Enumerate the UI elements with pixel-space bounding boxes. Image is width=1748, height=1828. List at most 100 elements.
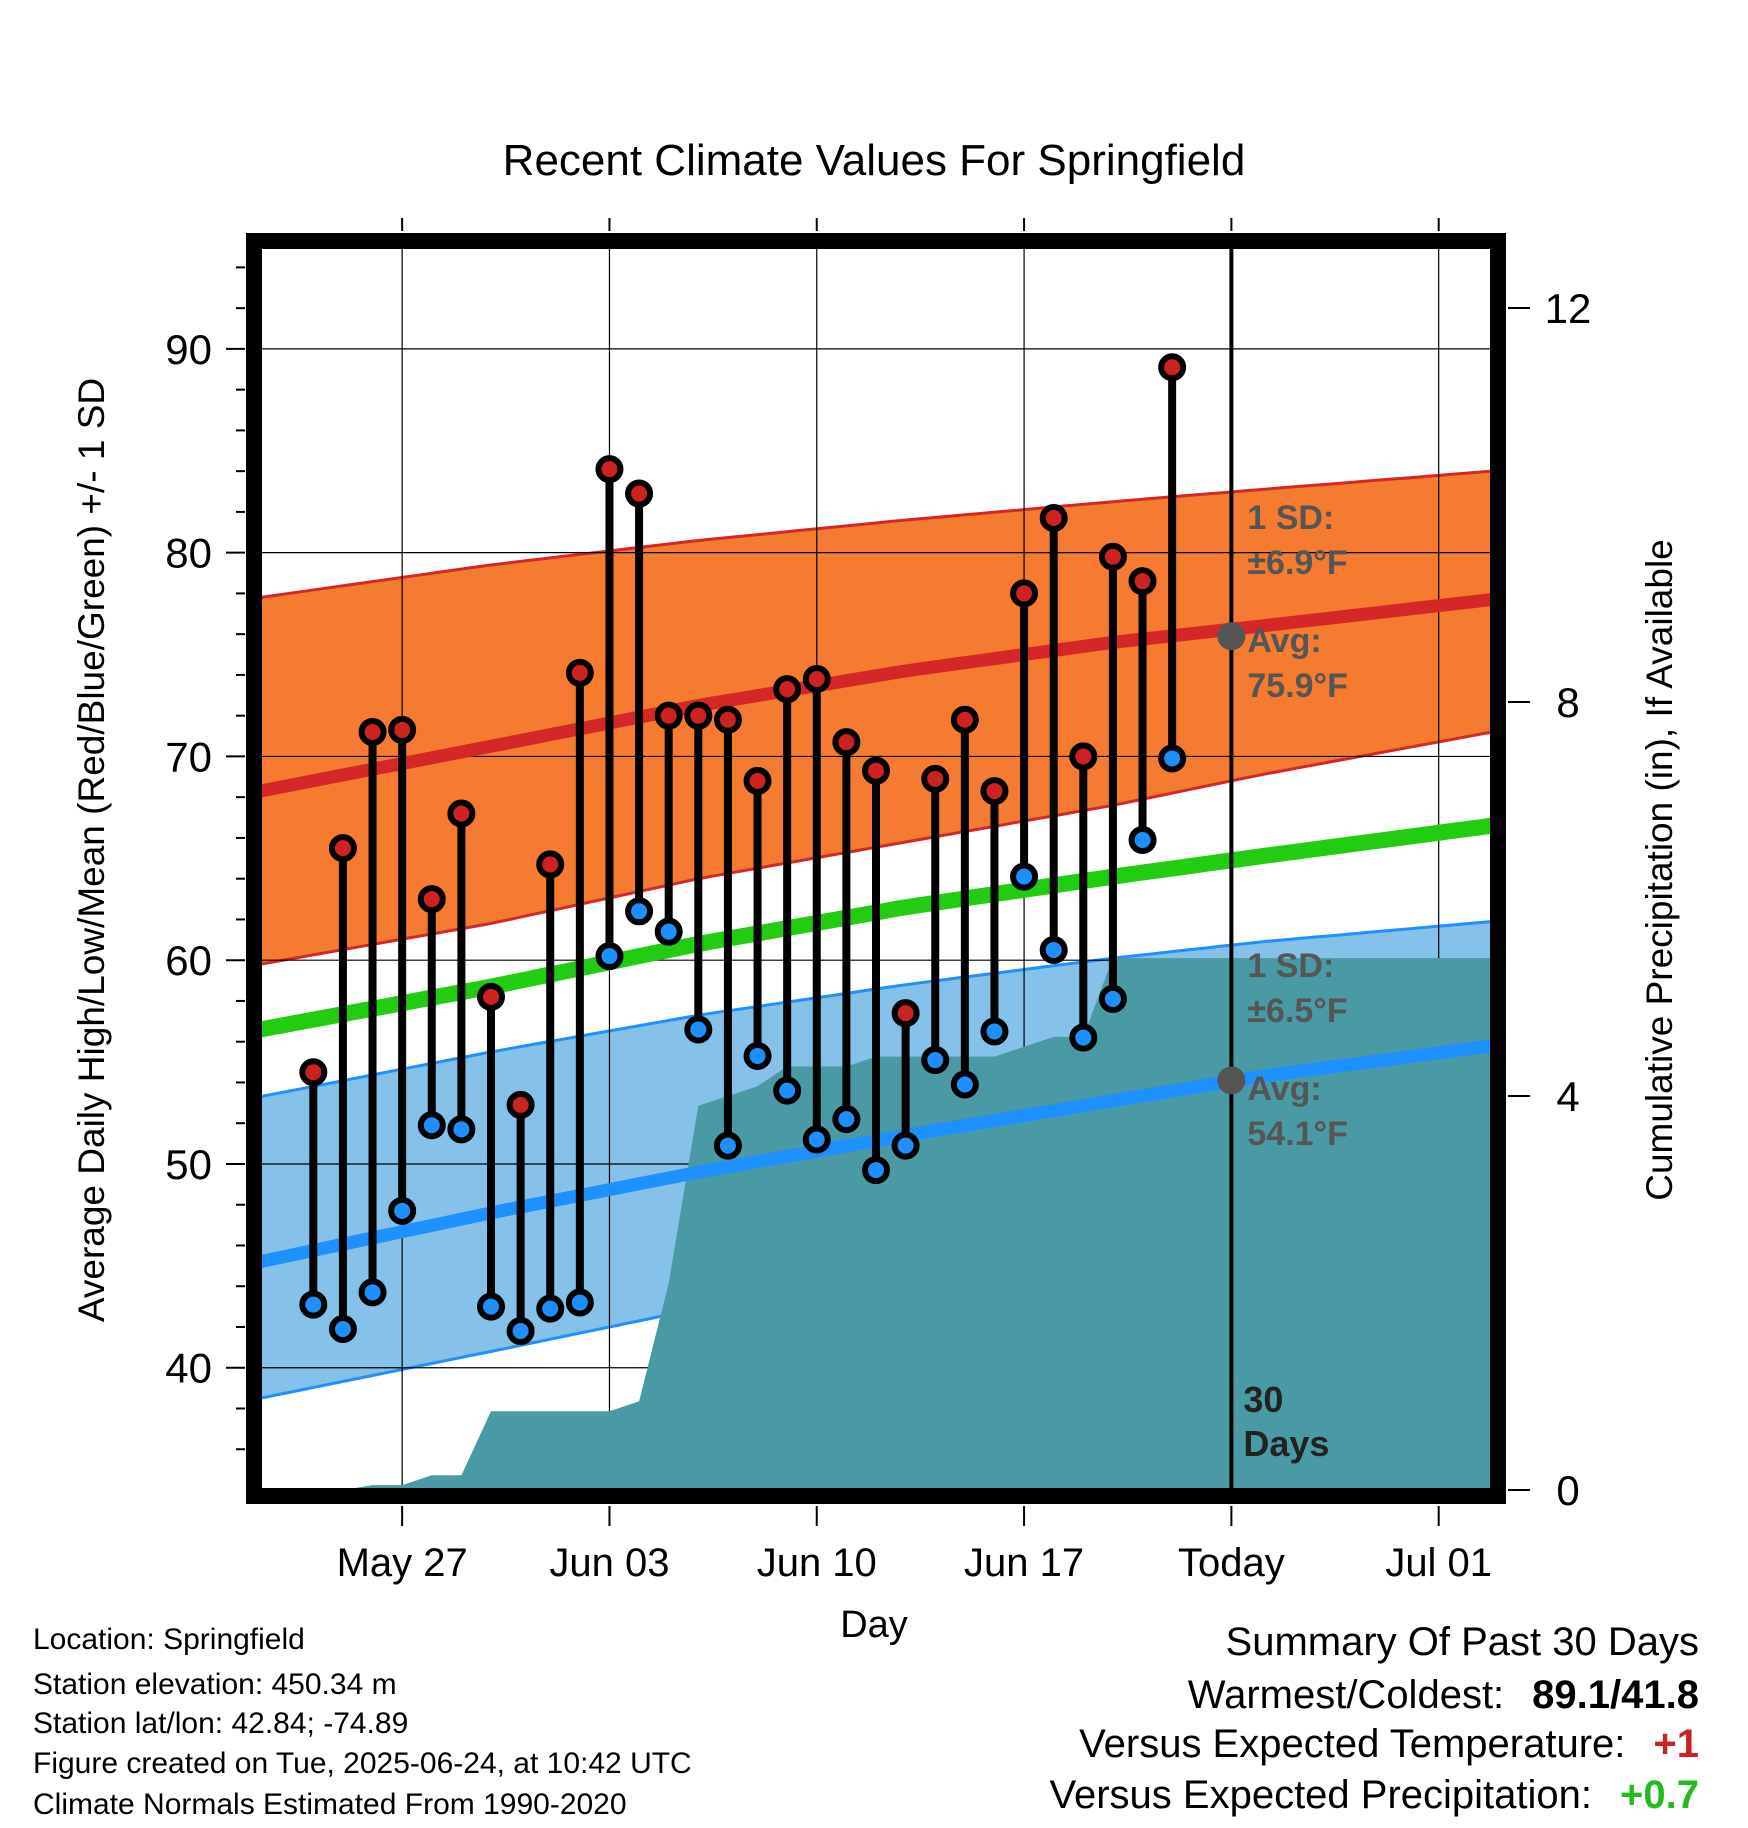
precip-value: +0.7 [1620,1773,1699,1817]
obs-high-point [891,999,920,1028]
obs-high-point [950,705,979,734]
obs-low-point [1010,862,1039,891]
obs-low-point [921,1046,950,1075]
obs-low-point [713,1131,742,1160]
high-sd-value: ±6.9°F [1247,544,1347,582]
y2-axis-label: Cumulative Precipitation (in), If Availa… [1639,539,1680,1201]
obs-low-point [980,1017,1009,1046]
x-tick-label: Jun 03 [549,1541,669,1585]
obs-high-point [862,756,890,785]
obs-low-point [506,1317,535,1346]
info-elevation: Station elevation: 450.34 m [33,1668,397,1701]
high-sd-band [260,471,1492,965]
x-axis-label: Day [840,1604,908,1646]
obs-low-point [950,1070,979,1099]
obs-low-point [832,1105,861,1134]
high-avg-label: Avg: [1247,622,1321,660]
axes: 40 50 60 70 80 90 0 4 8 12 May 27 Jun 03 Jun 10 Jun 1… [165,218,1591,1585]
y-tick-label: 60 [165,937,212,984]
obs-low-point [743,1041,772,1070]
obs-high-point [358,717,387,746]
low-sd-label: 1 SD: [1247,947,1334,985]
x-tick-label: Jul 01 [1385,1541,1492,1585]
info-created: Figure created on Tue, 2025-06-24, at 10… [33,1747,692,1780]
obs-low-point [358,1278,387,1307]
obs-high-point [1039,504,1068,533]
y2-tick-label: 4 [1556,1073,1579,1120]
low-avg-label: Avg: [1247,1070,1321,1108]
obs-low-point [447,1115,476,1144]
precip-label: Versus Expected Precipitation: [1049,1773,1593,1817]
obs-high-point [654,701,683,730]
y2-tick-label: 12 [1545,285,1592,332]
obs-low-point [1069,1023,1098,1052]
obs-low-point [477,1292,505,1321]
obs-low-point [862,1156,890,1185]
high-sd-upper-line [259,469,1493,599]
obs-high-point [684,701,713,730]
obs-low-point [773,1076,802,1105]
y-tick-label: 40 [165,1345,212,1392]
low-avg-marker [1217,1066,1246,1095]
high-sd-label: 1 SD: [1247,499,1334,537]
high-avg-marker [1217,622,1246,651]
obs-low-point [625,897,654,926]
y-axis-label: Average Daily High/Low/Mean (Red/Blue/Gr… [71,378,112,1322]
obs-low-point [565,1288,594,1317]
summary-title: Summary Of Past 30 Days [1225,1620,1699,1664]
obs-high-point [832,728,861,757]
obs-high-point [299,1058,328,1087]
x-tick-label: Jun 10 [757,1541,877,1585]
obs-high-point [595,455,624,484]
y-tick-label: 80 [165,530,212,577]
info-latlon: Station lat/lon: 42.84; -74.89 [33,1707,409,1740]
obs-low-point [802,1125,831,1154]
obs-low-point [299,1290,328,1319]
obs-low-point [1098,984,1127,1013]
obs-high-point [921,764,950,793]
y-tick-label: 50 [165,1141,212,1188]
obs-high-point [980,777,1009,806]
warm-cold-label: Warmest/Coldest: [1187,1673,1505,1717]
obs-high-point [773,675,802,704]
station-info: Location: Springfield [33,1623,305,1657]
obs-high-point [565,658,594,687]
info-normals: Climate Normals Estimated From 1990-2020 [33,1788,627,1821]
obs-high-point [625,479,654,508]
obs-high-point [506,1090,535,1119]
obs-high-point [388,715,417,744]
obs-high-point [1069,742,1098,771]
chart-title: Recent Climate Values For Springfield [503,136,1246,185]
x-tick-label: May 27 [337,1541,468,1585]
temp-label: Versus Expected Temperature: [1079,1722,1626,1766]
temp-value: +1 [1653,1722,1699,1766]
obs-high-point [1010,579,1039,608]
today-days-label: Days [1243,1423,1329,1464]
high-avg-value: 75.9°F [1247,667,1348,705]
obs-high-point [417,885,446,914]
obs-low-point [417,1111,446,1140]
obs-high-point [536,850,565,879]
obs-low-point [388,1196,417,1225]
observations [299,353,1187,1346]
today-days-label: 30 [1243,1379,1283,1420]
y-tick-label: 70 [165,733,212,780]
x-tick-label: Today [1178,1541,1285,1585]
info-location: Location: Springfield [33,1623,305,1656]
obs-high-point [713,705,742,734]
obs-high-point [1098,542,1127,571]
obs-low-point [328,1315,357,1344]
obs-high-point [447,799,476,828]
obs-low-point [654,917,683,946]
warm-cold-value: 89.1/41.8 [1532,1673,1699,1717]
obs-high-point [477,982,505,1011]
plot-frame [246,233,1506,1504]
obs-high-point [802,664,831,693]
obs-low-point [595,942,624,971]
summary-panel: Summary Of Past 30 Days [1226,1620,1699,1665]
obs-high-point [743,766,772,795]
obs-high-point [1128,567,1157,596]
obs-low-point [1158,744,1187,773]
y2-tick-label: 8 [1556,679,1579,726]
